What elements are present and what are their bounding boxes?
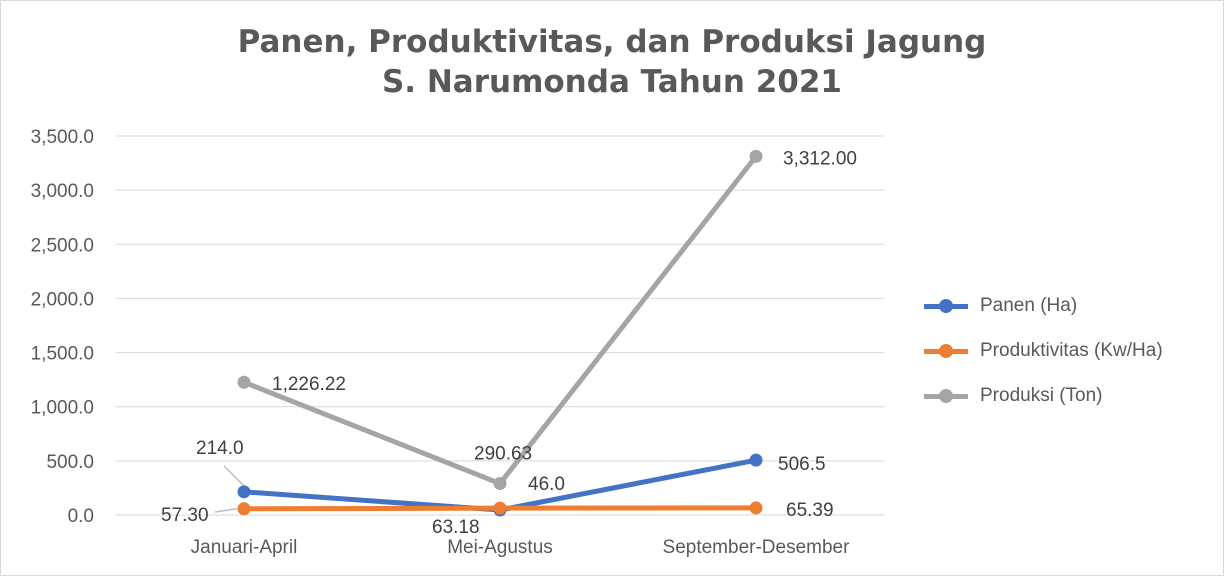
data-label-panen-0: 214.0	[196, 438, 244, 459]
chart-title: Panen, Produktivitas, dan Produksi Jagun…	[0, 22, 1224, 102]
y-tick-label-3: 1,500.0	[31, 344, 94, 365]
y-tick-label-4: 2,000.0	[31, 289, 94, 310]
data-label-produksi-0: 1,226.22	[272, 374, 346, 395]
y-tick-label-0: 0.0	[68, 506, 94, 527]
legend-item-produktivitas: Produktivitas (Kw/Ha)	[924, 328, 1163, 373]
x-axis-ticks: Januari-April Mei-Agustus September-Desemb…	[191, 537, 850, 558]
legend-marker-panen	[939, 298, 953, 313]
series-points	[237, 149, 763, 517]
legend-marker-produktivitas	[939, 343, 953, 358]
x-tick-label-2: September-Desember	[663, 537, 851, 558]
legend-item-panen: Panen (Ha)	[924, 283, 1163, 328]
y-tick-label-7: 3,500.0	[31, 127, 94, 148]
y-tick-label-5: 2,500.0	[31, 235, 94, 256]
x-tick-label-1: Mei-Agustus	[447, 537, 553, 558]
leader-line-panen-0	[223, 465, 245, 487]
data-label-produktivitas-0: 57.30	[161, 505, 209, 526]
x-tick-label-0: Januari-April	[191, 537, 298, 558]
point-produktivitas-1	[493, 501, 507, 515]
data-label-panen-1: 46.0	[528, 474, 565, 495]
point-panen-2	[749, 453, 763, 467]
label-leader-lines	[214, 465, 245, 513]
point-produksi-1	[493, 477, 507, 491]
legend-item-produksi: Produksi (Ton)	[924, 373, 1163, 418]
data-label-produksi-2: 3,312.00	[783, 148, 857, 169]
legend-swatch-produktivitas	[924, 343, 968, 358]
legend: Panen (Ha) Produktivitas (Kw/Ha) Produks…	[924, 283, 1163, 418]
y-axis-ticks: 0.0 500.0 1,000.0 1,500.0 2,000.0 2,500.0 3,00…	[31, 127, 94, 527]
leader-line-produktivitas-0	[214, 508, 238, 513]
legend-swatch-produksi	[924, 388, 968, 403]
data-label-panen-2: 506.5	[778, 454, 826, 475]
point-produksi-0	[237, 375, 251, 389]
point-produksi-2	[749, 149, 763, 163]
series-line-produksi	[241, 153, 759, 487]
data-label-produktivitas-1: 63.18	[432, 517, 480, 538]
y-tick-label-6: 3,000.0	[31, 181, 94, 202]
gridlines	[116, 135, 884, 516]
point-produktivitas-2	[749, 501, 763, 515]
point-produktivitas-0	[237, 502, 251, 516]
point-panen-0	[237, 485, 251, 499]
legend-marker-produksi	[939, 388, 953, 403]
legend-label-produktivitas: Produktivitas (Kw/Ha)	[980, 339, 1163, 361]
y-tick-label-2: 1,000.0	[31, 398, 94, 419]
data-labels: 214.0 46.0 506.5 57.30 63.18 65.39 1,226.22 290…	[161, 148, 857, 538]
legend-label-produksi: Produksi (Ton)	[980, 384, 1103, 406]
legend-swatch-panen	[924, 298, 968, 313]
chart-title-line-2: S. Narumonda Tahun 2021	[381, 64, 843, 100]
chart-title-line-1: Panen, Produktivitas, dan Produksi Jagun…	[237, 24, 987, 60]
legend-label-panen: Panen (Ha)	[980, 294, 1078, 316]
y-tick-label-1: 500.0	[46, 452, 94, 473]
data-label-produksi-1: 290.63	[474, 444, 532, 465]
data-label-produktivitas-2: 65.39	[786, 500, 834, 521]
